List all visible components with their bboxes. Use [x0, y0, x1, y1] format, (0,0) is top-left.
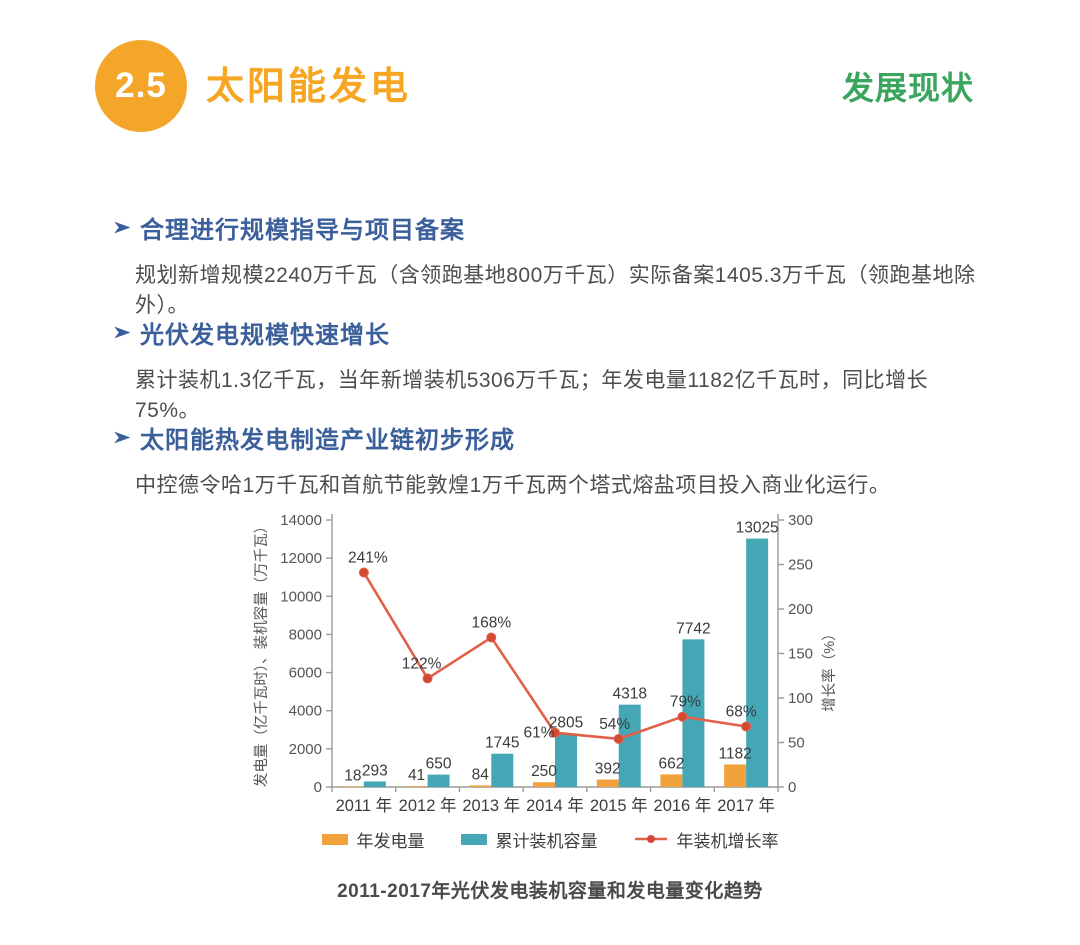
legend-item-generation: 年发电量	[321, 827, 425, 852]
right-tick-label: 300	[788, 512, 813, 529]
growth-marker	[486, 632, 497, 643]
right-tick-label: 250	[788, 557, 813, 574]
chart-legend: 年发电量 累计装机容量 年装机增长率	[240, 826, 860, 852]
bar-value-label: 4318	[612, 686, 646, 703]
growth-value-label: 61%	[523, 725, 554, 742]
x-tick-label: 2012 年	[399, 796, 457, 815]
chart: 0 2000 4000 6000 8000 10000 12000 14000 0 50 100 15…	[253, 512, 838, 815]
growth-marker	[358, 567, 369, 578]
right-axis-title: 增长率（%）	[821, 626, 838, 711]
bullet-heading: 合理进行规模指导与项目备案	[140, 217, 465, 244]
growth-value-label: 241%	[348, 550, 388, 567]
growth-value-label: 168%	[471, 614, 511, 631]
growth-marker	[677, 711, 688, 722]
section-badge: 2.5	[95, 40, 187, 132]
growth-value-label: 68%	[726, 703, 757, 720]
left-axis-title: 发电量（亿千瓦时）、装机容量（万千瓦）	[253, 519, 270, 787]
left-tick-label: 2000	[289, 741, 322, 758]
bar-capacity	[491, 753, 514, 787]
bar-generation	[341, 786, 364, 788]
bar-value-label: 392	[595, 761, 621, 778]
x-tick-label: 2015 年	[590, 796, 648, 815]
bullet-body: 规划新增规模2240万千瓦（含领跑基地800万千瓦）实际备案1405.3万千瓦（…	[135, 264, 976, 317]
bar-generation	[660, 774, 683, 787]
left-tick-label: 4000	[289, 703, 322, 720]
growth-marker	[550, 727, 560, 738]
section-number: 2.5	[115, 66, 167, 105]
left-tick-label: 14000	[280, 512, 322, 529]
bar-value-label: 18	[344, 768, 361, 785]
bar-capacity	[682, 639, 705, 787]
chart-block: 0 2000 4000 6000 8000 10000 12000 14000 0 50 100 15…	[240, 503, 860, 903]
x-tick-label: 2014 年	[526, 796, 584, 815]
bullet-body: 累计装机1.3亿千瓦，当年新增装机5306万千瓦；年发电量1182亿千瓦时，同比…	[135, 369, 929, 422]
bar-value-label: 2805	[549, 715, 583, 732]
legend-label: 年发电量	[356, 831, 425, 851]
right-tick-label: 200	[788, 601, 813, 618]
legend-item-capacity: 累计装机容量	[460, 827, 598, 852]
right-tick-label: 100	[788, 690, 813, 707]
bullet-heading: 太阳能热发电制造产业链初步形成	[140, 427, 515, 454]
bar-generation	[469, 785, 492, 787]
arrow-bullet-icon	[114, 221, 131, 234]
bar-value-label: 1182	[718, 745, 751, 762]
growth-value-label: 54%	[599, 716, 630, 733]
bar-value-label: 293	[362, 762, 388, 779]
bullet-heading-row: 太阳能热发电制造产业链初步形成	[113, 420, 993, 455]
bar-value-label: 1745	[485, 735, 519, 752]
growth-marker	[613, 733, 624, 744]
bar-generation	[405, 786, 428, 787]
left-tick-label: 12000	[280, 550, 322, 567]
bar-value-label: 13025	[736, 520, 779, 537]
legend-item-growth-rate: 年装机增长率	[634, 827, 779, 852]
legend-swatch-teal	[460, 833, 487, 845]
x-tick-label: 2016 年	[654, 796, 712, 815]
arrow-bullet-icon	[114, 431, 131, 444]
status-label: 发展现状	[842, 70, 975, 106]
right-tick-label: 150	[788, 646, 813, 663]
growth-marker	[422, 673, 433, 684]
bullet-body: 中控德令哈1万千瓦和首航节能敦煌1万千瓦两个塔式熔盐项目投入商业化运行。	[135, 474, 891, 497]
left-tick-label: 10000	[280, 588, 322, 605]
bullet-block-csp-chain: 太阳能热发电制造产业链初步形成 中控德令哈1万千瓦和首航节能敦煌1万千瓦两个塔式…	[113, 420, 993, 499]
arrow-bullet-icon	[114, 326, 131, 339]
legend-label: 累计装机容量	[495, 831, 598, 851]
legend-label: 年装机增长率	[676, 831, 779, 851]
growth-value-label: 79%	[670, 694, 701, 711]
bar-value-label: 250	[531, 763, 557, 780]
bullet-heading: 光伏发电规模快速增长	[140, 322, 390, 349]
bar-value-label: 41	[408, 767, 425, 784]
bar-value-label: 84	[472, 766, 490, 783]
x-tick-label: 2017 年	[717, 796, 775, 815]
bar-capacity	[746, 538, 769, 787]
bullet-heading-row: 光伏发电规模快速增长	[113, 315, 993, 350]
bar-value-label: 7742	[676, 620, 710, 637]
growth-value-label: 122%	[402, 655, 442, 672]
bar-capacity	[363, 781, 386, 787]
x-tick-label: 2011 年	[336, 796, 393, 815]
bar-generation	[533, 782, 555, 787]
bar-capacity	[427, 774, 450, 787]
legend-swatch-orange	[321, 833, 348, 845]
chart-caption: 2011-2017年光伏发电装机容量和发电量变化趋势	[337, 881, 763, 902]
bar-capacity	[555, 733, 577, 787]
bar-value-label: 650	[426, 756, 452, 773]
bar-capacity	[618, 704, 641, 787]
bar-generation	[724, 764, 747, 787]
bar-value-label: 662	[658, 755, 684, 772]
legend-line-icon	[634, 835, 667, 843]
bullet-block-planning: 合理进行规模指导与项目备案 规划新增规模2240万千瓦（含领跑基地800万千瓦）…	[113, 210, 993, 319]
right-tick-label: 50	[788, 735, 805, 752]
bar-generation	[596, 779, 619, 787]
bullet-block-pv-growth: 光伏发电规模快速增长 累计装机1.3亿千瓦，当年新增装机5306万千瓦；年发电量…	[113, 315, 993, 424]
left-tick-label: 6000	[289, 665, 322, 682]
left-tick-label: 8000	[289, 626, 322, 643]
page-title: 太阳能发电	[206, 66, 412, 108]
growth-marker	[741, 721, 752, 732]
bullet-heading-row: 合理进行规模指导与项目备案	[113, 210, 993, 245]
left-tick-label: 0	[314, 779, 322, 796]
x-tick-label: 2013 年	[462, 796, 520, 815]
right-tick-label: 0	[788, 779, 796, 796]
